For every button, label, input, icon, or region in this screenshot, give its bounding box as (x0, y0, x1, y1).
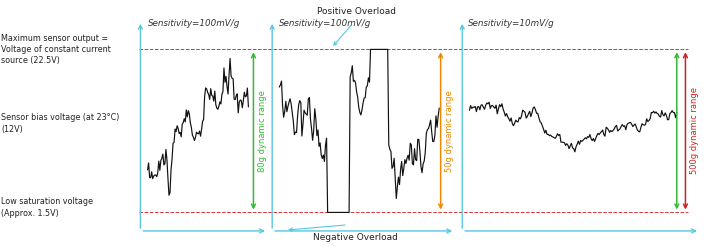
Text: Low saturation voltage
(Approx. 1.5V): Low saturation voltage (Approx. 1.5V) (1, 197, 94, 218)
Text: Positive Overload: Positive Overload (317, 7, 396, 16)
Text: Negative Overload: Negative Overload (312, 233, 397, 242)
Text: Sensitivity=100mV/g: Sensitivity=100mV/g (279, 19, 371, 28)
Text: Sensitivity=100mV/g: Sensitivity=100mV/g (148, 19, 240, 28)
Text: 80g dynamic range: 80g dynamic range (258, 90, 266, 172)
Text: Maximum sensor output =
Voltage of constant current
source (22.5V): Maximum sensor output = Voltage of const… (1, 34, 111, 65)
Text: Sensor bias voltage (at 23°C)
(12V): Sensor bias voltage (at 23°C) (12V) (1, 113, 120, 134)
Text: 500g dynamic range: 500g dynamic range (690, 87, 698, 174)
Text: Sensitivity=10mV/g: Sensitivity=10mV/g (468, 19, 554, 28)
Text: 50g dynamic range: 50g dynamic range (445, 90, 454, 172)
